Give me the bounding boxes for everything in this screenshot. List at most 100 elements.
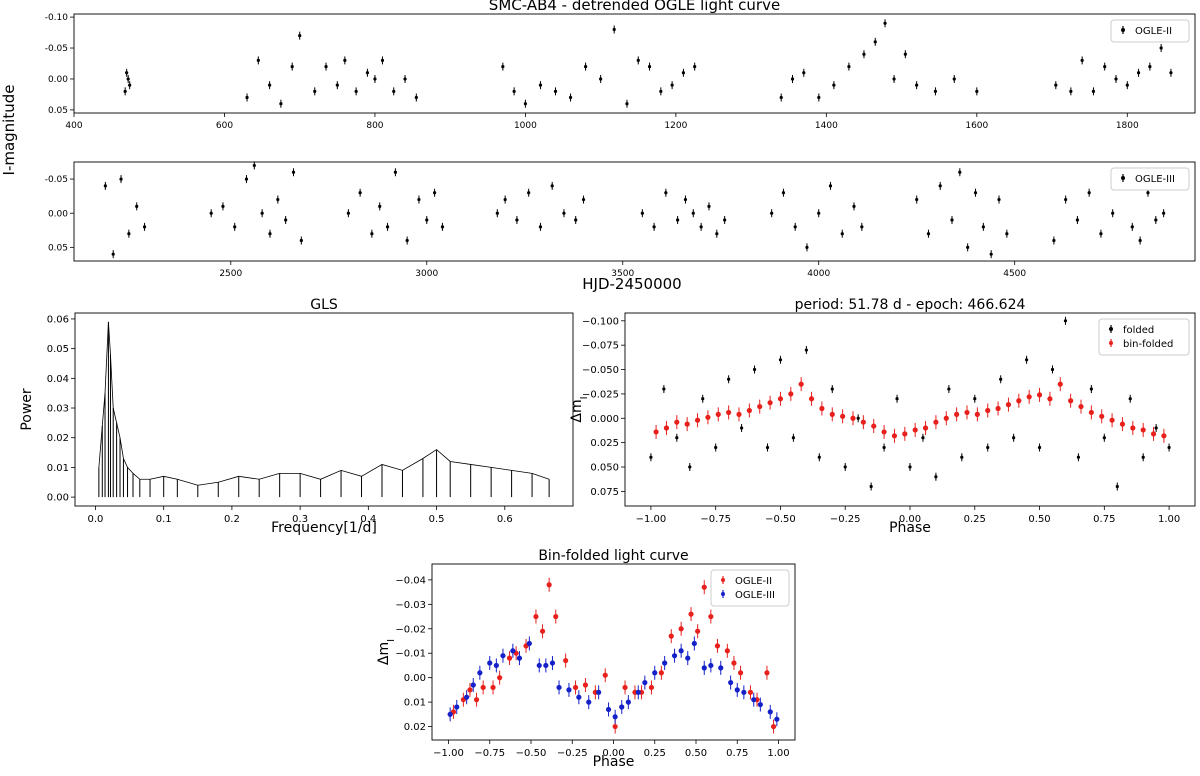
ogle2-x-tick-label: 1800: [1116, 121, 1139, 131]
ogle2-legend-box: [1110, 19, 1190, 43]
folded-data-point: [1167, 445, 1171, 450]
binfold-data-point: [728, 679, 734, 686]
folded-legend-marker-dot: [1109, 341, 1113, 345]
binfold-data-point: [714, 643, 721, 649]
folded-data-point: [662, 387, 666, 391]
binfold-legend-box: [710, 569, 790, 607]
folded-legend-label: bin-folded: [1123, 339, 1173, 350]
figure-xlabel-top: HJD-2450000: [582, 275, 681, 293]
binfold-data-point: [770, 723, 777, 730]
ogle2-x-tick-label: 1600: [965, 121, 988, 131]
ogle2-data-point: [1148, 64, 1152, 69]
binfold-y-label: ΔmI: [376, 639, 397, 665]
ogle3-data-point: [805, 245, 809, 249]
binfold-y-tick-label: −0.04: [395, 575, 426, 586]
ogle2-data-point: [523, 102, 528, 106]
folded-x-tick-label: 1.00: [1158, 514, 1180, 525]
ogle3-data-point: [828, 184, 833, 188]
ogle2-data-point: [625, 102, 629, 106]
folded-data-point: [746, 407, 752, 414]
ogle2-data-point: [256, 58, 260, 63]
ogle3-data-point: [981, 225, 985, 229]
ogle3-data-point: [950, 218, 954, 222]
gls-x-tick-label: 0.2: [224, 514, 240, 525]
folded-data-point: [856, 416, 860, 420]
ogle3-data-point: [997, 197, 1001, 202]
ogle2-data-point: [952, 77, 956, 81]
ogle2-data-point: [392, 89, 396, 93]
ogle2-legend: OGLE-II: [1110, 19, 1190, 43]
binfold-x-tick-label: −1.00: [433, 748, 464, 759]
ogle3-data-point: [252, 163, 256, 168]
binfold-data-point: [658, 670, 664, 676]
binfold-data-point: [635, 689, 641, 695]
ogle2-data-point: [1091, 89, 1096, 93]
binfold-x-tick-label: 0.25: [644, 748, 666, 759]
binfold-x-tick-label: 1.00: [767, 748, 789, 759]
ogle3-data-point: [527, 191, 531, 195]
folded-x-tick-label: 0.50: [1028, 514, 1050, 525]
ogle2-data-point: [790, 77, 795, 81]
binfold-data-point: [526, 640, 532, 647]
folded-data-point: [1005, 402, 1012, 408]
ogle3-data-point: [119, 177, 123, 181]
ogle3-data-point: [715, 232, 719, 236]
ogle3-data-point: [1064, 197, 1068, 202]
binfold-data-point: [582, 682, 589, 688]
binfold-data-point: [487, 660, 493, 666]
gls-title: GLS: [310, 297, 338, 313]
folded-x-tick-label: −0.25: [830, 514, 861, 525]
ogle3-data-point: [291, 170, 296, 174]
ogle3-data-point: [346, 211, 350, 215]
ogle3-x-tick-label: 3000: [415, 269, 438, 279]
ogle3-data-point: [209, 211, 213, 215]
ogle3-data-point: [574, 218, 578, 222]
ogle3-data-point: [664, 191, 668, 195]
binfold-data-point: [493, 662, 499, 669]
ogle3-data-point: [793, 225, 797, 229]
binfold-data-point: [612, 714, 618, 720]
ogle2-data-point: [612, 27, 616, 32]
folded-data-point: [765, 445, 770, 450]
folded-data-point: [964, 409, 970, 416]
ogle3-data-point: [233, 225, 237, 229]
ogle2-data-point: [583, 64, 588, 69]
folded-data-point: [1161, 433, 1167, 439]
folded-data-point: [1154, 426, 1158, 430]
folded-data-point: [1047, 396, 1053, 402]
binfold-data-point: [586, 699, 592, 705]
ogle3-data-point: [405, 238, 409, 243]
ogle3-data-point: [683, 197, 688, 202]
ogle2-data-point: [343, 58, 347, 63]
ogle3-data-point: [127, 232, 131, 236]
folded-data-point: [705, 414, 711, 420]
binfold-data-point: [477, 670, 483, 676]
ogle2-data-point: [290, 64, 294, 69]
binfold-y-tick-label: 0.00: [404, 673, 426, 684]
ogle3-data-point: [358, 191, 362, 195]
folded-data-point: [869, 484, 873, 489]
folded-data-point: [798, 381, 804, 387]
folded-data-point: [788, 391, 794, 397]
ogle3-data-point: [652, 225, 656, 229]
ogle3-data-point: [699, 225, 703, 229]
folded-legend: folded bin-folded: [1098, 318, 1190, 356]
ogle2-data-point: [324, 64, 328, 69]
binfold-data-point: [648, 684, 655, 691]
binfold-data-point: [708, 662, 714, 669]
ogle2-data-point: [354, 89, 358, 93]
ogle3-data-point: [378, 204, 382, 208]
folded-data-point: [727, 377, 731, 381]
ogle2-data-point: [553, 89, 558, 93]
ogle2-data-point: [975, 89, 979, 93]
ogle2-data-point: [933, 89, 938, 93]
ogle3-data-point: [550, 184, 554, 188]
gls-x-tick-label: 0.0: [88, 514, 104, 525]
binfold-legend-label: OGLE-II: [735, 576, 772, 587]
binfold-y-tick-label: 0.02: [404, 722, 426, 733]
ogle3-data-point: [299, 238, 303, 243]
folded-data-point: [1130, 425, 1136, 431]
folded-data-point: [767, 400, 773, 406]
folded-data-point: [1099, 413, 1105, 419]
folded-data-point: [895, 397, 899, 401]
